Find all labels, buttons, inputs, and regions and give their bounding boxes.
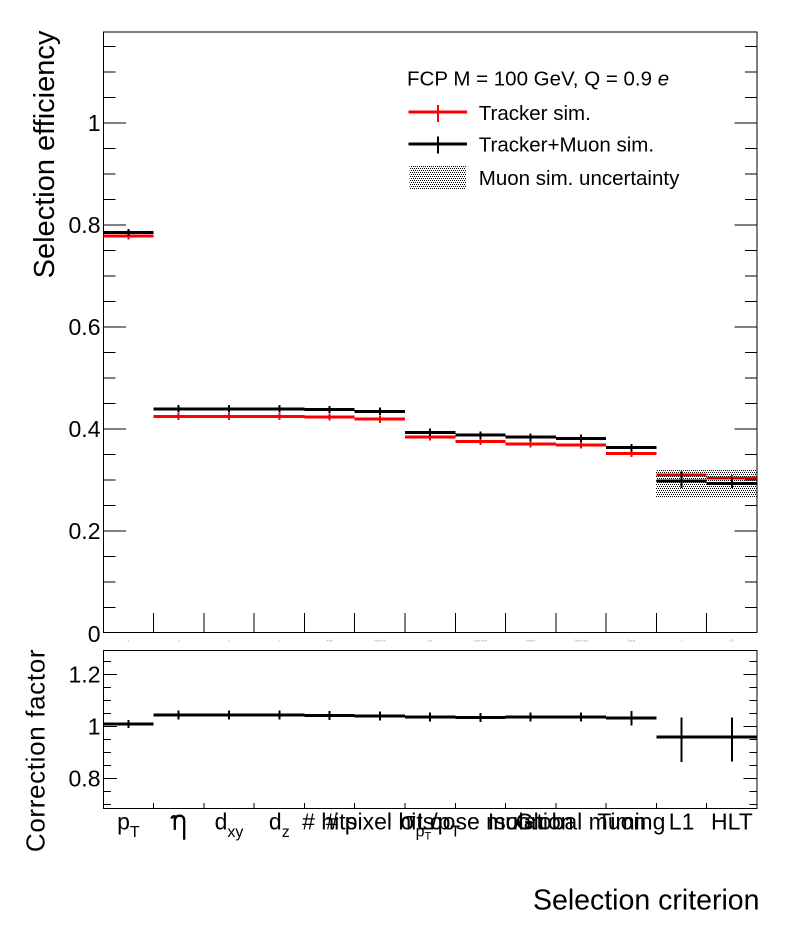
svg-text:Tracker+Muon sim.: Tracker+Muon sim. xyxy=(479,133,654,156)
svg-text:σ/p: σ/p xyxy=(428,639,432,642)
svg-text:Timing: Timing xyxy=(628,639,636,642)
svg-text:1.2: 1.2 xyxy=(69,661,101,687)
svg-text:η: η xyxy=(178,639,180,642)
svg-text:Timing: Timing xyxy=(597,809,665,835)
svg-text:# hits: # hits xyxy=(302,809,357,835)
svg-text:0.6: 0.6 xyxy=(69,314,101,340)
svg-text:Isolation: Isolation xyxy=(488,809,574,835)
svg-text:Tracker sim.: Tracker sim. xyxy=(479,102,591,125)
svg-text:Muon sim. uncertainty: Muon sim. uncertainty xyxy=(479,167,680,190)
svg-text:Loose muon: Loose muon xyxy=(417,809,544,835)
svg-text:0: 0 xyxy=(88,621,101,647)
svg-text:Loose muon: Loose muon xyxy=(474,639,488,642)
svg-text:d: d xyxy=(228,639,230,642)
svg-text:1: 1 xyxy=(88,110,101,136)
svg-text:L1: L1 xyxy=(680,639,683,642)
svg-text:# pixel hits: # pixel hits xyxy=(374,639,387,642)
svg-text:Selection criterion: Selection criterion xyxy=(533,885,760,917)
svg-text:Global muon: Global muon xyxy=(574,639,589,642)
svg-text:0.4: 0.4 xyxy=(69,416,101,442)
svg-text:FCP M = 100 GeV, Q = 0.9 e: FCP M = 100 GeV, Q = 0.9 e xyxy=(407,67,669,90)
svg-text:0.8: 0.8 xyxy=(69,765,101,791)
svg-text:Correction factor: Correction factor xyxy=(21,649,51,852)
svg-text:σpT/pT: σpT/pT xyxy=(400,808,460,843)
svg-text:d: d xyxy=(279,639,281,642)
svg-text:L1: L1 xyxy=(669,809,695,835)
svg-text:Global muon: Global muon xyxy=(516,809,646,835)
svg-text:HLT: HLT xyxy=(711,809,753,835)
svg-text:Isolation: Isolation xyxy=(526,639,536,642)
svg-text:HLT: HLT xyxy=(730,639,735,642)
svg-text:0.8: 0.8 xyxy=(69,212,101,238)
svg-text:1: 1 xyxy=(88,713,101,739)
svg-text:Selection efficiency: Selection efficiency xyxy=(29,30,61,278)
svg-text:p: p xyxy=(128,639,130,642)
svg-text:# pixel hits: # pixel hits xyxy=(326,809,435,835)
svg-text:0.2: 0.2 xyxy=(69,518,101,544)
svg-text:# hits: # hits xyxy=(327,639,334,642)
